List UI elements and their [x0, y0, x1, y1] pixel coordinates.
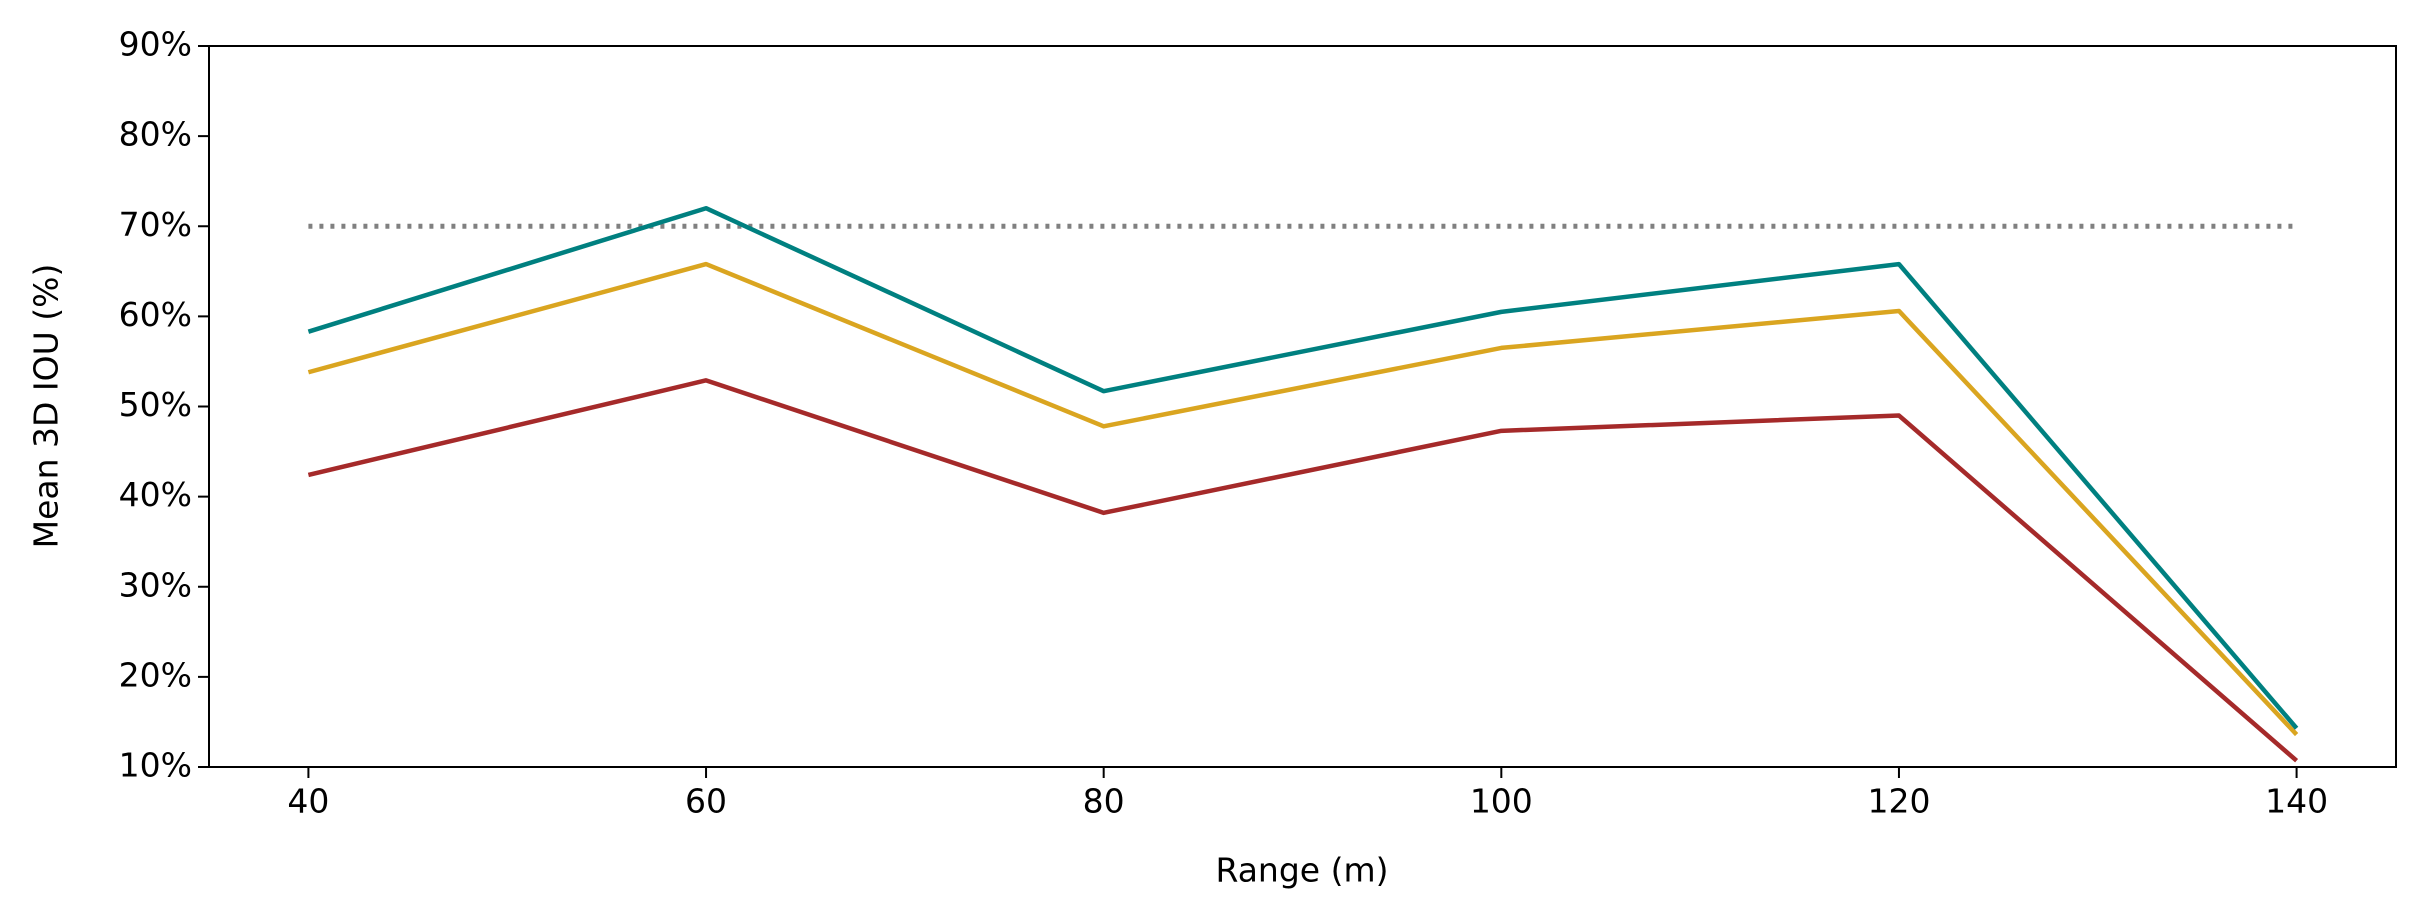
- x-tick-label: 60: [685, 782, 727, 821]
- x-tick-label: 140: [2265, 782, 2328, 821]
- series-line: [307, 378, 2299, 763]
- series-line: [307, 261, 2299, 737]
- y-tick-label: 80%: [119, 115, 192, 154]
- y-tick-label: 30%: [119, 565, 192, 604]
- y-tick-label: 50%: [119, 385, 192, 424]
- y-tick-label: 70%: [119, 205, 192, 244]
- y-tick-label: 10%: [119, 746, 192, 785]
- y-tick-label: 40%: [119, 475, 192, 514]
- y-axis-label: Mean 3D IOU (%): [27, 264, 66, 549]
- y-tick-label: 20%: [119, 655, 192, 694]
- y-tick-label: 60%: [119, 295, 192, 334]
- x-tick-label: 120: [1867, 782, 1930, 821]
- x-axis-label: Range (m): [1216, 851, 1389, 890]
- x-tick-label: 40: [287, 782, 329, 821]
- y-tick-label: 90%: [119, 25, 192, 64]
- series-line: [307, 205, 2299, 730]
- x-tick-label: 80: [1083, 782, 1125, 821]
- plot-frame: [208, 45, 2397, 768]
- x-tick-label: 100: [1470, 782, 1533, 821]
